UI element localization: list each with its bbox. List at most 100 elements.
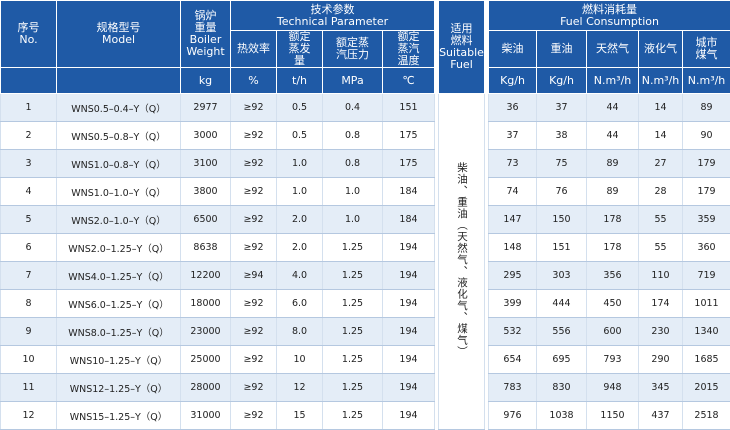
cell-diesel: 36 xyxy=(489,94,537,122)
cell-evap: 10 xyxy=(277,346,323,374)
cell-weight: 3100 xyxy=(181,150,231,178)
cell-diesel: 74 xyxy=(489,178,537,206)
cell-evap: 8.0 xyxy=(277,318,323,346)
cell-model: WNS10–1.25–Y（Q） xyxy=(57,346,181,374)
cell-lpg: 27 xyxy=(639,150,683,178)
unit-evaporation: t/h xyxy=(277,68,323,94)
cell-temp: 194 xyxy=(383,346,435,374)
cell-heavy: 830 xyxy=(537,374,587,402)
cell-eff: ≥92 xyxy=(231,318,277,346)
cell-lpg: 110 xyxy=(639,262,683,290)
cell-weight: 12200 xyxy=(181,262,231,290)
cell-pressure: 1.25 xyxy=(323,234,383,262)
cell-no: 6 xyxy=(1,234,57,262)
header-temperature-label: 额定蒸汽温度 xyxy=(397,31,421,67)
cell-heavy: 38 xyxy=(537,122,587,150)
cell-no: 1 xyxy=(1,94,57,122)
header-pressure-label: 额定蒸汽压力 xyxy=(335,37,371,61)
cell-lpg: 290 xyxy=(639,346,683,374)
cell-model: WNS15–1.25–Y（Q） xyxy=(57,402,181,430)
cell-natural: 44 xyxy=(587,122,639,150)
cell-weight: 6500 xyxy=(181,206,231,234)
unit-diesel: Kg/h xyxy=(489,68,537,94)
cell-evap: 2.0 xyxy=(277,234,323,262)
cell-heavy: 1038 xyxy=(537,402,587,430)
cell-lpg: 437 xyxy=(639,402,683,430)
cell-diesel: 148 xyxy=(489,234,537,262)
cell-diesel: 532 xyxy=(489,318,537,346)
cell-diesel: 783 xyxy=(489,374,537,402)
header-weight-cn: 锅炉重量 xyxy=(193,10,219,34)
cell-model: WNS1.0–1.0–Y（Q） xyxy=(57,178,181,206)
cell-evap: 15 xyxy=(277,402,323,430)
cell-pressure: 1.25 xyxy=(323,346,383,374)
cell-evap: 0.5 xyxy=(277,122,323,150)
cell-no: 8 xyxy=(1,290,57,318)
cell-diesel: 399 xyxy=(489,290,537,318)
cell-weight: 28000 xyxy=(181,374,231,402)
cell-eff: ≥92 xyxy=(231,290,277,318)
cell-natural: 178 xyxy=(587,206,639,234)
header-diesel: 柴油 xyxy=(489,31,537,68)
header-fuel: 适用燃料 Suitable Fuel xyxy=(439,1,485,94)
cell-diesel: 654 xyxy=(489,346,537,374)
cell-pressure: 0.4 xyxy=(323,94,383,122)
header-weight-en: Boiler Weight xyxy=(181,34,230,58)
cell-lpg: 345 xyxy=(639,374,683,402)
cell-natural: 178 xyxy=(587,234,639,262)
cell-weight: 3800 xyxy=(181,178,231,206)
unit-pressure: MPa xyxy=(323,68,383,94)
cell-model: WNS1.0–0.8–Y（Q） xyxy=(57,150,181,178)
cell-pressure: 1.25 xyxy=(323,402,383,430)
cell-city: 179 xyxy=(683,178,730,206)
cell-city: 89 xyxy=(683,94,730,122)
cell-heavy: 151 xyxy=(537,234,587,262)
cell-natural: 793 xyxy=(587,346,639,374)
header-consumption-cn: 燃料消耗量 xyxy=(489,4,730,16)
cell-natural: 89 xyxy=(587,178,639,206)
header-technical-en: Technical Parameter xyxy=(231,16,434,28)
header-pressure: 额定蒸汽压力 xyxy=(323,31,383,68)
cell-model: WNS8.0–1.25–Y（Q） xyxy=(57,318,181,346)
cell-model: WNS4.0–1.25–Y（Q） xyxy=(57,262,181,290)
cell-pressure: 1.0 xyxy=(323,178,383,206)
cell-weight: 25000 xyxy=(181,346,231,374)
cell-weight: 23000 xyxy=(181,318,231,346)
cell-no: 11 xyxy=(1,374,57,402)
suitable-fuel-cell: 柴油、重油（天然气、液化气、煤气） xyxy=(439,94,485,430)
cell-diesel: 976 xyxy=(489,402,537,430)
cell-eff: ≥92 xyxy=(231,234,277,262)
cell-no: 9 xyxy=(1,318,57,346)
cell-city: 90 xyxy=(683,122,730,150)
cell-city: 2015 xyxy=(683,374,730,402)
cell-no: 3 xyxy=(1,150,57,178)
cell-heavy: 150 xyxy=(537,206,587,234)
cell-pressure: 1.25 xyxy=(323,290,383,318)
header-consumption-en: Fuel Consumption xyxy=(489,16,730,28)
cell-evap: 12 xyxy=(277,374,323,402)
cell-eff: ≥92 xyxy=(231,206,277,234)
cell-temp: 194 xyxy=(383,234,435,262)
cell-pressure: 0.8 xyxy=(323,122,383,150)
cell-temp: 194 xyxy=(383,374,435,402)
header-lpg: 液化气 xyxy=(639,31,683,68)
cell-eff: ≥92 xyxy=(231,150,277,178)
cell-heavy: 695 xyxy=(537,346,587,374)
header-technical-cn: 技术参数 xyxy=(231,4,434,16)
cell-weight: 31000 xyxy=(181,402,231,430)
header-fuel-cn: 适用燃料 xyxy=(449,23,475,47)
unit-lpg: N.m³/h xyxy=(639,68,683,94)
header-evaporation: 额定蒸发量 xyxy=(277,31,323,68)
header-technical: 技术参数 Technical Parameter xyxy=(231,1,435,31)
cell-heavy: 76 xyxy=(537,178,587,206)
header-weight: 锅炉重量 Boiler Weight xyxy=(181,1,231,68)
cell-lpg: 230 xyxy=(639,318,683,346)
cell-eff: ≥94 xyxy=(231,262,277,290)
header-consumption: 燃料消耗量 Fuel Consumption xyxy=(489,1,730,31)
cell-pressure: 1.25 xyxy=(323,262,383,290)
